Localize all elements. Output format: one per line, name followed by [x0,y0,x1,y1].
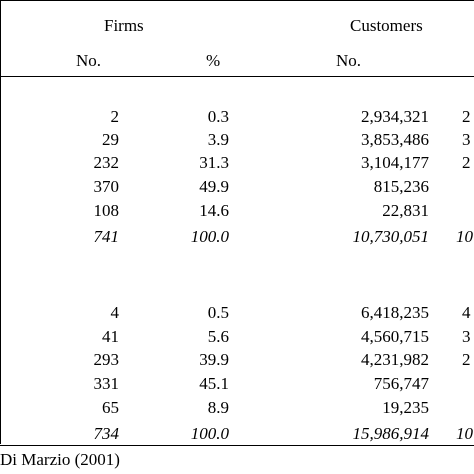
left-border [0,0,1,444]
cell-customers-no: 756,747 [373,374,429,393]
cell-customers-no: 2,934,321 [361,107,429,126]
cell-edge: 2 [462,107,471,126]
total-customers-no: 15,986,914 [352,424,430,443]
cell-customers-no: 3,853,486 [361,130,429,149]
cell-firms-pct: 31.3 [199,153,229,172]
cell-firms-pct: 0.3 [207,107,229,126]
header-rule [0,76,474,77]
total-firms-no: 741 [93,227,120,246]
cell-firms-no: 108 [93,201,120,220]
source-note: Di Marzio (2001) [0,450,120,469]
cell-firms-pct: 14.6 [199,201,229,220]
cell-customers-no: 815,236 [373,177,429,196]
cell-firms-no: 370 [93,177,120,196]
cell-firms-pct: 8.9 [207,398,229,417]
cell-firms-pct: 3.9 [207,130,229,149]
cell-firms-pct: 5.6 [207,327,229,346]
subheader-customers-no: No. [336,51,362,70]
cell-customers-no: 4,560,715 [361,327,429,346]
total-firms-pct: 100.0 [190,227,229,246]
cell-firms-pct: 45.1 [199,374,229,393]
cell-firms-no: 65 [102,398,119,417]
cell-customers-no: 22,831 [382,201,429,220]
cell-customers-no: 19,235 [382,398,429,417]
total-edge: 10 [456,227,473,246]
cell-edge: 2 [462,350,471,369]
cell-firms-pct: 49.9 [199,177,229,196]
cell-firms-no: 29 [102,130,119,149]
total-customers-no: 10,730,051 [352,227,430,246]
cell-firms-no: 2 [110,107,120,126]
cell-customers-no: 4,231,982 [361,350,429,369]
total-edge: 10 [456,424,473,443]
bottom-rule [0,445,474,446]
cell-edge: 3 [462,130,471,149]
cell-firms-no: 4 [110,303,120,322]
cell-customers-no: 3,104,177 [361,153,429,172]
total-firms-pct: 100.0 [190,424,229,443]
subheader-firms-pct: % [206,51,221,70]
total-firms-no: 734 [93,424,120,443]
cell-edge: 3 [462,327,471,346]
cell-firms-no: 41 [102,327,119,346]
cell-edge: 4 [462,303,471,322]
subheader-firms-no: No. [76,51,102,70]
cell-firms-no: 293 [93,350,120,369]
cell-firms-pct: 0.5 [207,303,229,322]
header-firms: Firms [104,16,144,35]
cell-firms-no: 331 [93,374,120,393]
cell-customers-no: 6,418,235 [361,303,429,322]
cell-edge: 2 [462,153,471,172]
top-rule [0,0,474,1]
header-customers: Customers [350,16,423,35]
cell-firms-no: 232 [93,153,120,172]
cell-firms-pct: 39.9 [199,350,229,369]
